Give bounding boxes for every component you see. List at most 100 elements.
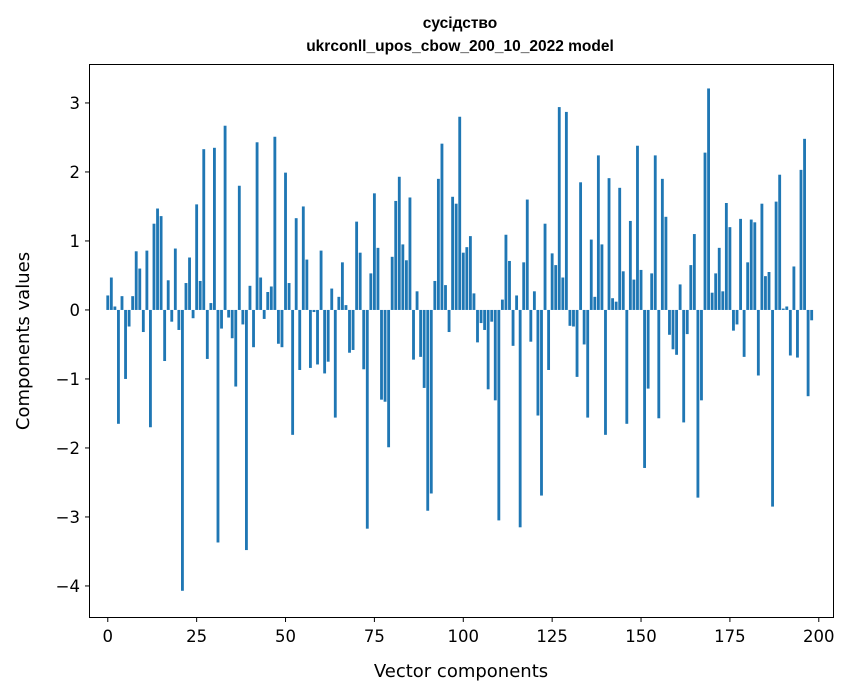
bar-62 (326, 309, 330, 362)
bar-99 (458, 116, 462, 310)
bar-7 (131, 296, 135, 310)
bar-105 (479, 309, 483, 324)
bar-113 (508, 260, 511, 310)
bar-130 (568, 309, 572, 326)
y-tick-label: −4 (56, 577, 80, 596)
bar-127 (557, 107, 561, 310)
bar-174 (724, 203, 728, 310)
bar-156 (660, 178, 664, 310)
bar-103 (472, 293, 476, 310)
bar-178 (739, 218, 742, 310)
bar-20 (177, 309, 181, 330)
bar-48 (276, 309, 280, 344)
bar-111 (500, 299, 504, 310)
bar-17 (166, 280, 170, 310)
bar-84 (404, 260, 408, 310)
bar-52 (291, 309, 295, 435)
bar-76 (376, 247, 380, 310)
bar-47 (273, 136, 277, 310)
bar-3 (117, 309, 120, 424)
bar-25 (195, 204, 199, 310)
bar-137 (593, 296, 597, 310)
bar-191 (785, 306, 789, 310)
bar-58 (312, 309, 316, 313)
x-tick-label: 100 (448, 627, 480, 646)
bar-180 (746, 262, 750, 310)
bar-72 (362, 309, 366, 370)
bar-85 (408, 197, 412, 310)
bar-97 (451, 196, 455, 310)
bar-168 (703, 152, 707, 310)
bar-57 (308, 309, 312, 368)
bar-176 (732, 309, 735, 331)
bar-198 (810, 309, 814, 321)
bar-151 (643, 309, 646, 468)
bar-121 (536, 309, 540, 416)
bar-53 (294, 218, 298, 310)
bar-185 (764, 276, 767, 310)
bar-51 (287, 283, 291, 310)
bar-89 (422, 309, 426, 388)
bar-186 (767, 272, 771, 310)
bar-116 (518, 309, 522, 528)
bar-126 (554, 265, 558, 310)
bar-42 (255, 142, 259, 310)
bar-170 (710, 292, 714, 310)
bar-132 (575, 309, 579, 377)
bar-73 (365, 309, 369, 529)
bar-90 (426, 309, 430, 511)
bar-163 (685, 309, 689, 335)
bar-114 (511, 309, 515, 346)
bar-143 (614, 301, 618, 310)
bar-38 (241, 309, 245, 325)
bar-155 (657, 309, 661, 419)
bar-157 (664, 216, 668, 310)
bar-128 (561, 277, 565, 310)
bar-68 (348, 309, 351, 353)
bar-36 (234, 309, 238, 387)
bar-96 (447, 309, 451, 333)
bar-27 (202, 149, 206, 310)
bar-55 (301, 206, 305, 310)
bar-13 (152, 223, 156, 310)
bar-140 (604, 309, 607, 435)
bar-106 (483, 309, 487, 330)
x-tick-label: 75 (364, 627, 385, 646)
x-axis-label: Vector components (374, 661, 548, 682)
y-tick-label: −3 (56, 508, 80, 527)
bar-188 (774, 201, 778, 310)
x-tick-label: 25 (186, 627, 207, 646)
bar-74 (369, 273, 373, 310)
bar-162 (682, 309, 686, 423)
y-axis-label: Components values (13, 252, 34, 430)
bar-70 (355, 221, 359, 310)
bar-164 (689, 265, 693, 310)
bar-134 (582, 309, 586, 345)
bar-184 (760, 203, 764, 310)
bar-145 (621, 271, 625, 310)
bar-119 (529, 309, 533, 342)
bar-182 (753, 222, 757, 310)
bar-18 (170, 309, 174, 322)
x-tick-label: 125 (536, 627, 568, 646)
bar-82 (397, 176, 401, 310)
bar-133 (579, 182, 583, 310)
y-tick-label: 3 (70, 94, 81, 113)
bar-56 (305, 259, 309, 310)
bar-15 (159, 216, 163, 310)
y-tick-label: 1 (70, 232, 81, 251)
bar-153 (650, 273, 654, 310)
bar-122 (540, 309, 543, 496)
bar-43 (259, 277, 263, 310)
bar-65 (337, 296, 341, 310)
bar-112 (504, 234, 508, 310)
bar-44 (262, 309, 266, 319)
bar-30 (213, 147, 216, 310)
bar-179 (742, 309, 746, 357)
bar-5 (124, 309, 127, 379)
bar-146 (625, 309, 629, 424)
bar-93 (436, 178, 440, 310)
bar-160 (675, 309, 678, 355)
x-axis-ticks: 0 25 50 75 100 125 150 175 200 (103, 617, 835, 646)
